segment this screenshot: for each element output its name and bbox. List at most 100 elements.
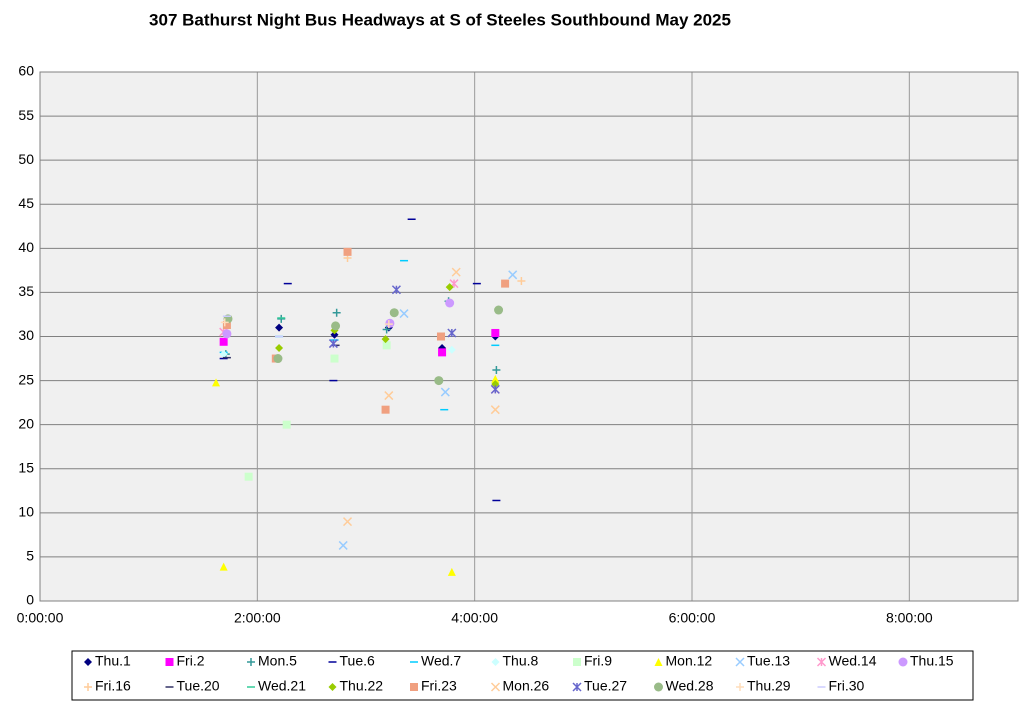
point (220, 318, 229, 327)
legend-label: Thu.1 (95, 653, 131, 669)
chart-title: 307 Bathurst Night Bus Headways at S of … (149, 10, 731, 29)
point (491, 374, 500, 383)
y-tick-label: 5 (26, 548, 34, 564)
point (273, 354, 283, 364)
point (447, 345, 456, 354)
point (391, 285, 401, 295)
legend-label: Thu.22 (340, 678, 384, 694)
point (338, 540, 348, 550)
legend-label: Tue.13 (747, 653, 790, 669)
point (328, 339, 338, 349)
x-tick-label: 6:00:00 (669, 610, 716, 626)
point (573, 658, 581, 666)
legend-label: Fri.16 (95, 678, 131, 694)
point (275, 343, 284, 352)
legend-label: Mon.5 (258, 653, 297, 669)
point (517, 276, 526, 285)
point (438, 348, 447, 357)
point (501, 279, 510, 288)
point (736, 683, 744, 691)
point (165, 658, 174, 666)
point (451, 267, 461, 277)
y-tick-label: 30 (18, 327, 34, 343)
y-tick-label: 10 (18, 504, 34, 520)
point (330, 354, 339, 363)
point (330, 330, 339, 339)
point (247, 658, 255, 666)
point (382, 325, 391, 334)
y-tick-label: 60 (18, 63, 34, 79)
legend-label: Thu.8 (503, 653, 539, 669)
point (84, 658, 92, 666)
point (654, 658, 663, 666)
legend-label: Mon.12 (666, 653, 713, 669)
legend-label: Wed.14 (829, 653, 877, 669)
point (494, 305, 504, 315)
point (381, 405, 390, 414)
legend-label: Tue.6 (340, 653, 375, 669)
point (384, 320, 393, 329)
point (490, 405, 500, 415)
point (381, 335, 390, 344)
y-tick-label: 15 (18, 459, 34, 475)
point (219, 562, 228, 571)
y-tick-label: 45 (18, 195, 34, 211)
point (440, 387, 450, 397)
point (212, 378, 221, 387)
point (492, 366, 501, 375)
point (399, 309, 409, 319)
legend-label: Thu.29 (747, 678, 791, 694)
point (572, 682, 582, 692)
legend-label: Tue.27 (584, 678, 627, 694)
point (445, 298, 455, 308)
point (222, 329, 232, 339)
x-tick-label: 8:00:00 (886, 610, 933, 626)
point (508, 270, 518, 280)
point (343, 247, 352, 256)
point (385, 318, 395, 328)
point (491, 328, 500, 337)
point (219, 337, 228, 346)
point (277, 314, 286, 323)
legend-label: Wed.7 (421, 653, 461, 669)
point (331, 321, 341, 331)
point (410, 683, 418, 691)
plot-border (39, 71, 1019, 602)
y-tick-label: 0 (26, 592, 34, 608)
x-tick-label: 4:00:00 (451, 610, 498, 626)
legend (71, 650, 974, 701)
point (491, 380, 500, 389)
point (219, 350, 228, 359)
y-tick-label: 20 (18, 415, 34, 431)
point (84, 683, 92, 691)
legend-label: Wed.21 (258, 678, 306, 694)
x-tick-label: 0:00:00 (17, 610, 64, 626)
point (328, 683, 337, 691)
legend-label: Tue.20 (177, 678, 220, 694)
y-tick-label: 40 (18, 239, 34, 255)
point (654, 682, 663, 692)
x-tick-label: 2:00:00 (234, 610, 281, 626)
point (434, 376, 444, 386)
legend-label: Fri.30 (829, 678, 865, 694)
point (436, 332, 445, 341)
point (816, 657, 827, 667)
point (332, 308, 341, 317)
legend-label: Mon.26 (503, 678, 550, 694)
point (275, 323, 284, 332)
point (342, 517, 353, 527)
y-tick-label: 35 (18, 283, 34, 299)
point (490, 682, 501, 692)
point (282, 420, 291, 429)
legend-label: Fri.9 (584, 653, 612, 669)
point (244, 472, 253, 481)
y-tick-label: 55 (18, 107, 34, 123)
point (491, 658, 500, 666)
point (447, 567, 456, 576)
point (389, 308, 399, 318)
point (384, 391, 394, 401)
legend-label: Fri.2 (177, 653, 205, 669)
point (898, 657, 908, 667)
point (445, 283, 454, 292)
